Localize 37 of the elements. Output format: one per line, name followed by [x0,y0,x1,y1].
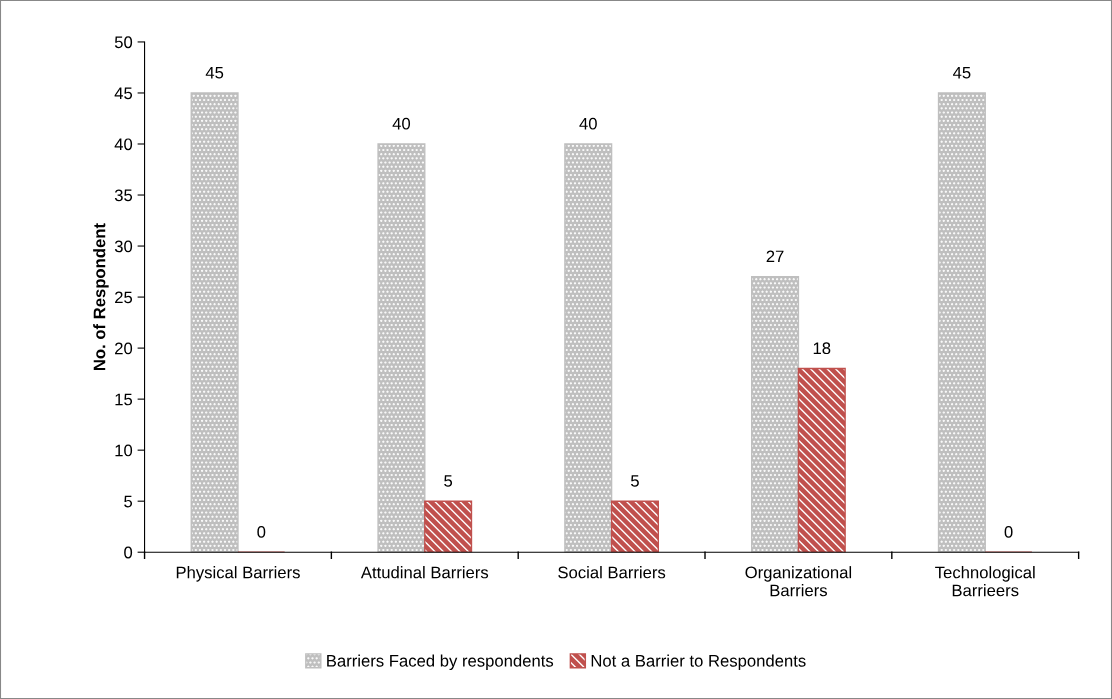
y-tick-label: 30 [114,240,133,253]
y-tick-label: 15 [115,393,133,406]
data-label: 40 [579,117,597,130]
bar [797,367,846,553]
x-tick-label: Physical Barriers [176,566,300,582]
data-label: 0 [257,526,266,538]
bar [190,92,239,553]
data-label: 0 [1004,526,1013,538]
bar [564,143,613,553]
bar [424,500,473,553]
bar [937,92,986,553]
y-tick-label: 50 [114,36,133,49]
bar [751,275,800,553]
data-label: 45 [952,66,971,79]
x-tick-label: Attudinal Barriers [360,566,489,579]
y-tick-label: 35 [114,189,133,202]
data-label: 40 [392,117,411,130]
data-label: 5 [630,475,639,487]
data-label: 18 [813,342,831,355]
data-label: 45 [205,66,224,79]
y-tick-label: 45 [114,87,133,100]
y-tick-label: 25 [115,291,133,304]
bar [377,143,426,553]
x-tick-label: Social Barriers [558,566,666,579]
y-axis-title: No. of Respondent [93,223,109,371]
bar [610,500,659,553]
legend-label: Barriers Faced by respondents [327,654,554,671]
x-tick-label: Organizational Barriers [745,566,852,597]
data-label: 27 [766,250,784,263]
x-tick-label: Technological Barrieers [935,566,1035,597]
data-label: 5 [444,475,453,487]
y-tick-label: 10 [115,444,133,457]
legend-label: Not a Barrier to Respondents [591,654,806,671]
y-tick-label: 40 [114,138,133,151]
y-tick-label: 5 [124,495,133,508]
y-tick-label: 20 [115,342,133,355]
y-tick-label: 0 [124,546,133,559]
